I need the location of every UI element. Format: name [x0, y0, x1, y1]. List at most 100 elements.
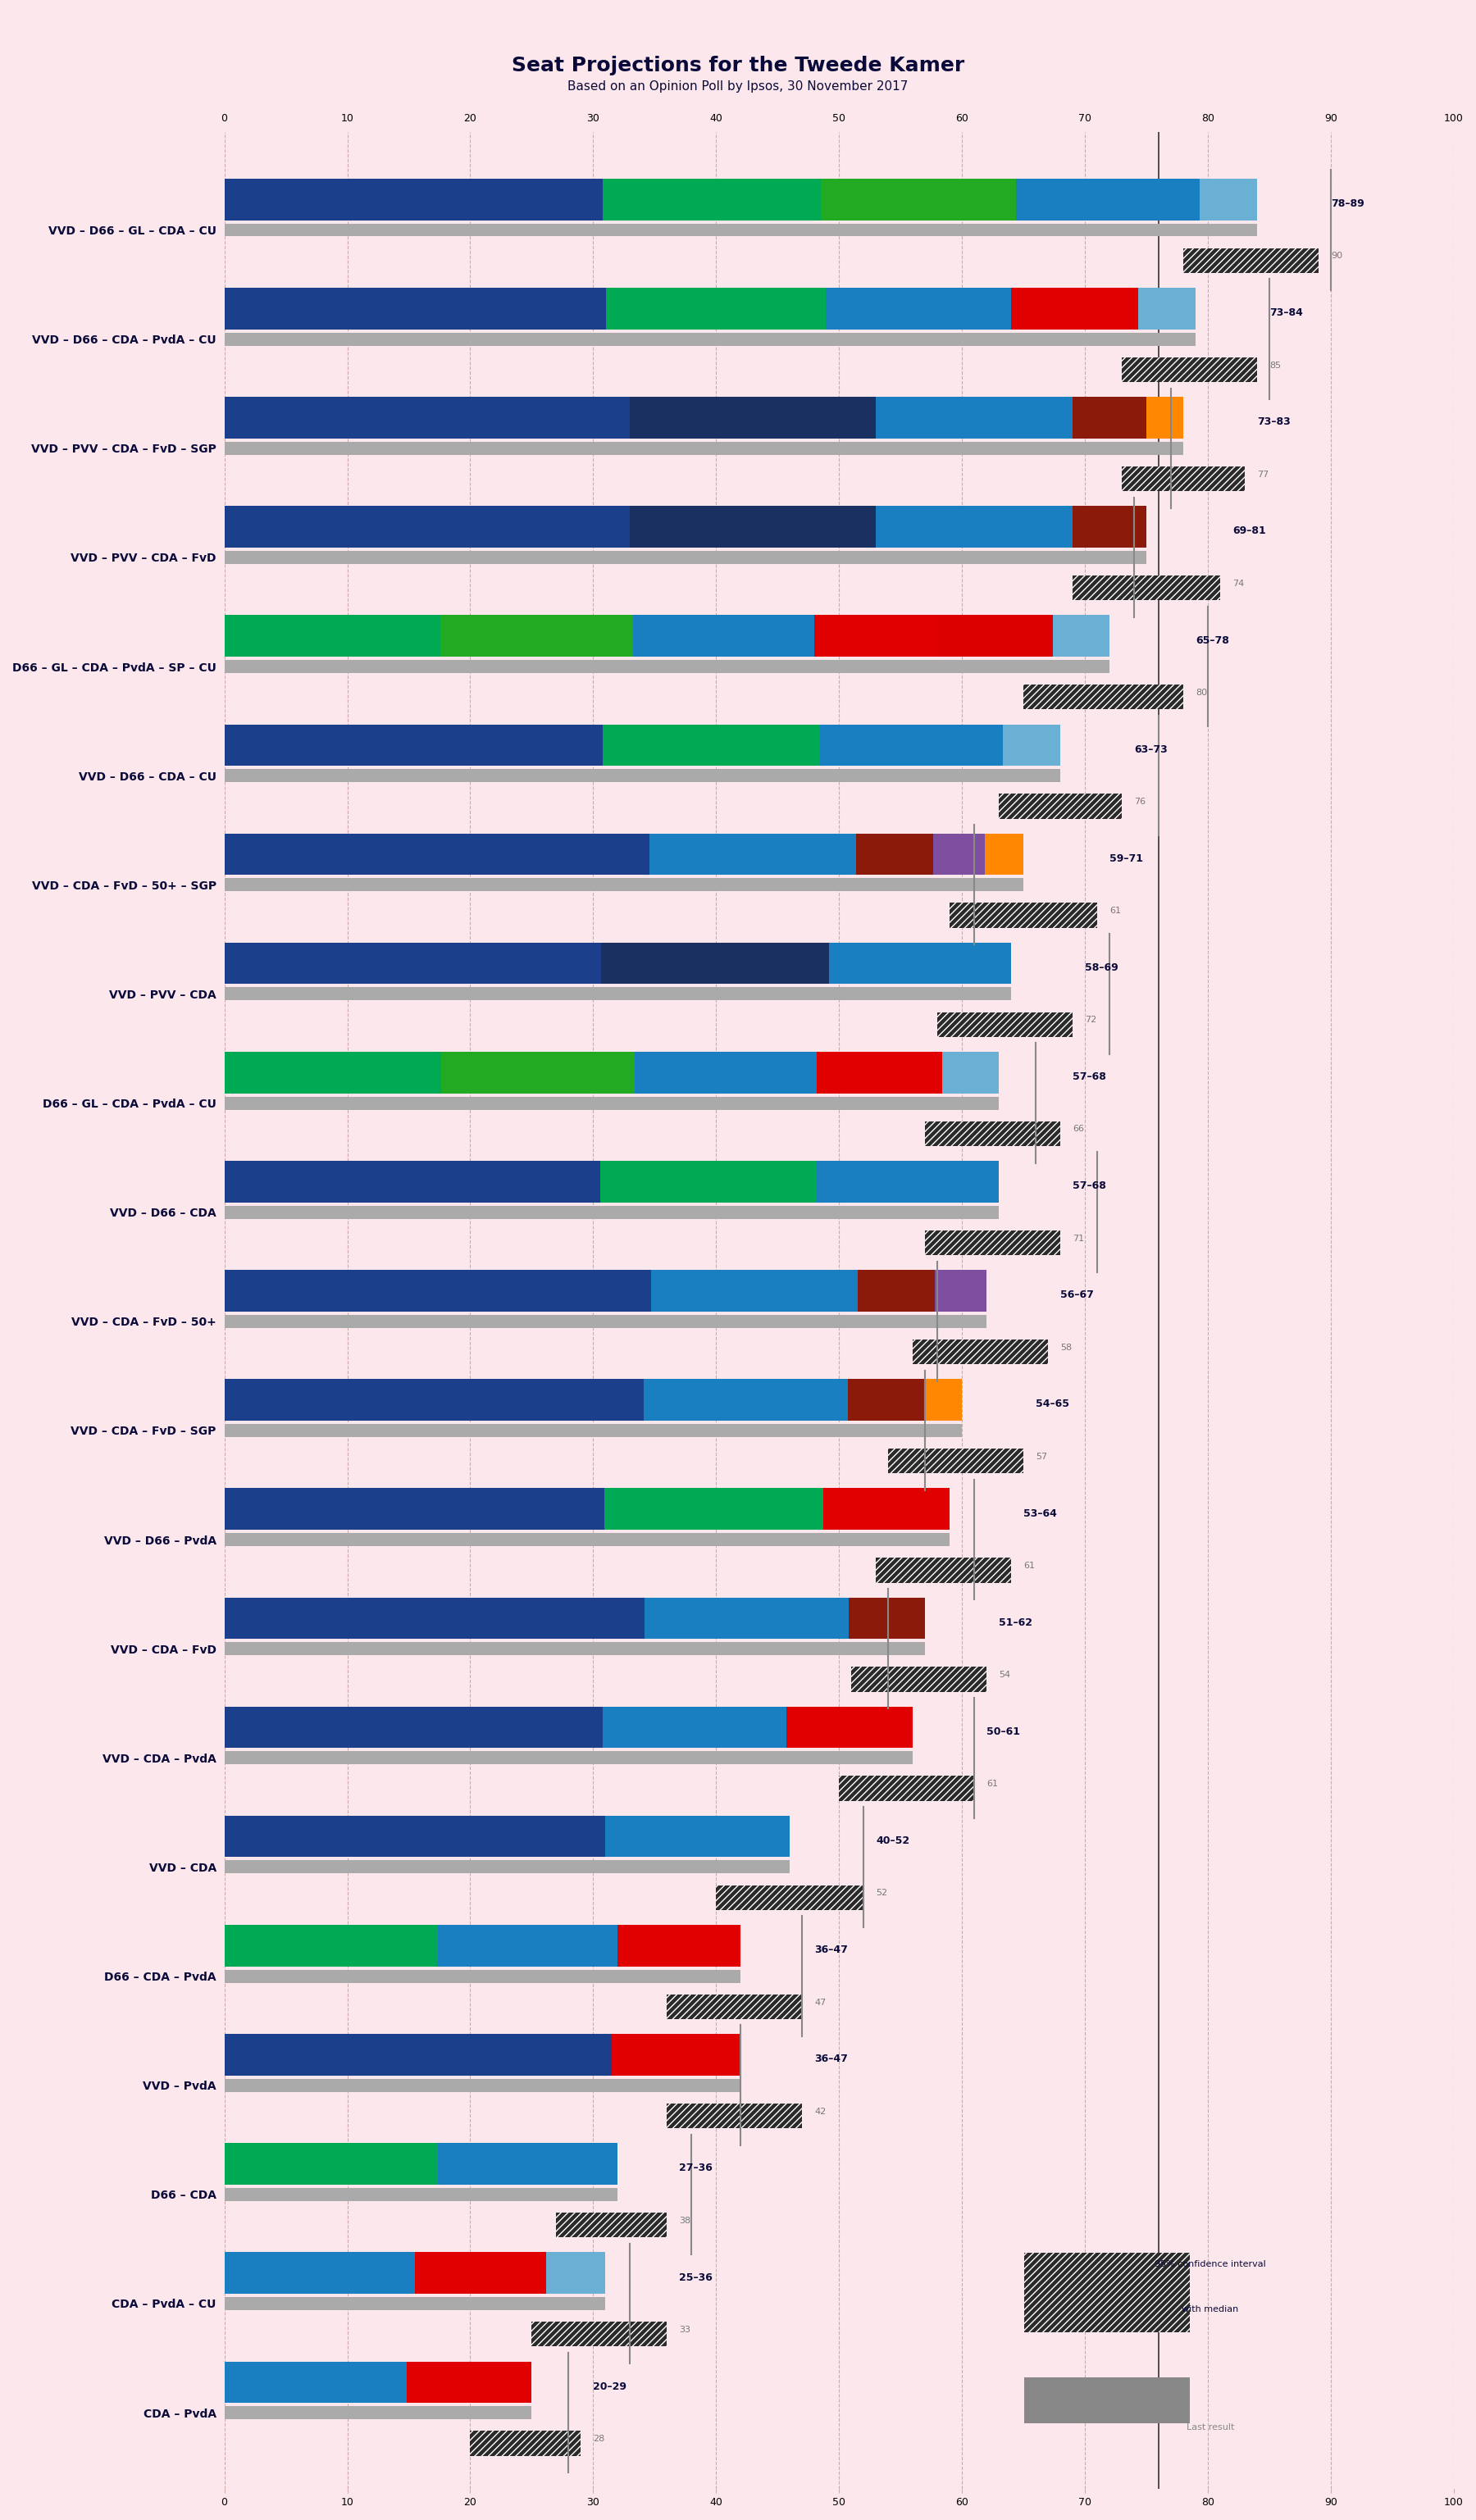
Bar [821, 179, 1015, 219]
Bar [224, 1643, 925, 1656]
Bar [999, 794, 1122, 819]
Text: 56–67: 56–67 [1060, 1290, 1094, 1300]
Text: 61: 61 [1110, 907, 1122, 915]
Bar [224, 393, 1454, 504]
Text: 63–73: 63–73 [1134, 743, 1168, 756]
Bar [667, 2104, 803, 2129]
Bar [924, 1378, 962, 1421]
Bar [224, 834, 649, 874]
Bar [1122, 466, 1244, 491]
Text: 42: 42 [815, 2107, 827, 2117]
Bar [716, 1885, 863, 1910]
Bar [224, 441, 1184, 454]
Text: 47: 47 [815, 1998, 827, 2006]
Bar [224, 224, 1258, 237]
Bar [224, 942, 601, 985]
Bar [877, 507, 1073, 547]
Bar [840, 1777, 974, 1802]
Bar [852, 1666, 986, 1691]
Text: 50–61: 50–61 [986, 1726, 1020, 1736]
Bar [645, 1598, 849, 1638]
Bar [224, 1051, 441, 1094]
Bar [224, 504, 1454, 612]
Bar [224, 1268, 1454, 1376]
Bar [912, 1341, 1048, 1363]
Bar [440, 615, 633, 658]
Text: with median: with median [1182, 2306, 1238, 2313]
Bar [224, 1923, 1454, 2031]
Bar [224, 2253, 415, 2293]
Bar [644, 1378, 847, 1421]
Bar [815, 615, 939, 658]
Bar [224, 1157, 1454, 1268]
Text: 54–65: 54–65 [1036, 1399, 1070, 1409]
Bar [667, 1993, 803, 2019]
Bar [1052, 615, 1110, 658]
Bar [224, 1704, 1454, 1812]
Text: 74: 74 [1232, 580, 1244, 587]
Bar [224, 2079, 741, 2092]
Text: 80: 80 [1196, 688, 1207, 698]
Text: 27–36: 27–36 [679, 2162, 713, 2175]
Bar [984, 834, 1023, 874]
Text: 73–84: 73–84 [1269, 307, 1303, 318]
Bar [224, 398, 630, 438]
Bar [224, 1205, 999, 1220]
Bar [224, 1971, 741, 1983]
Bar [937, 1013, 1073, 1036]
Bar [224, 1270, 651, 1310]
Bar [925, 1230, 1060, 1255]
Bar [1024, 2253, 1190, 2334]
Text: 59–71: 59–71 [1110, 854, 1144, 864]
Text: 54: 54 [999, 1671, 1011, 1678]
Text: 72: 72 [1085, 1016, 1097, 1023]
Text: 52: 52 [877, 1890, 887, 1898]
Bar [601, 1162, 816, 1202]
Text: 71: 71 [1073, 1235, 1085, 1242]
Bar [933, 834, 984, 874]
Bar [611, 2034, 741, 2076]
Bar [224, 1096, 999, 1109]
Text: Seat Projections for the Tweede Kamer: Seat Projections for the Tweede Kamer [512, 55, 964, 76]
Bar [856, 834, 933, 874]
Bar [546, 2253, 605, 2293]
Bar [1073, 398, 1147, 438]
Bar [604, 1489, 824, 1530]
Bar [824, 1489, 949, 1530]
Text: 90: 90 [1331, 252, 1343, 260]
Bar [471, 2432, 582, 2454]
Bar [224, 1532, 949, 1547]
Bar [649, 834, 856, 874]
Bar [877, 1557, 1011, 1583]
Bar [667, 1993, 803, 2019]
Bar [604, 179, 821, 219]
Bar [1023, 685, 1184, 711]
Bar [224, 1424, 962, 1436]
Bar [224, 2361, 406, 2404]
Bar [224, 1315, 986, 1328]
Bar [224, 2139, 1454, 2248]
Bar [1073, 575, 1221, 600]
Bar [630, 507, 877, 547]
Bar [925, 1230, 1060, 1255]
Bar [877, 1557, 1011, 1583]
Bar [1122, 358, 1258, 383]
Bar [716, 1885, 863, 1910]
Bar [531, 2321, 667, 2346]
Bar [925, 1121, 1060, 1147]
Bar [224, 333, 1196, 345]
Bar [1024, 2253, 1190, 2334]
Bar [852, 1666, 986, 1691]
Bar [1023, 685, 1184, 711]
Bar [999, 794, 1122, 819]
Bar [949, 902, 1097, 927]
Bar [830, 942, 1011, 985]
Bar [937, 1013, 1073, 1036]
Bar [224, 1162, 601, 1202]
Bar [224, 2298, 605, 2311]
Text: 25–36: 25–36 [679, 2273, 713, 2283]
Bar [224, 507, 630, 547]
Bar [1184, 247, 1318, 272]
Text: 85: 85 [1269, 360, 1281, 370]
Text: 61: 61 [1023, 1562, 1035, 1570]
